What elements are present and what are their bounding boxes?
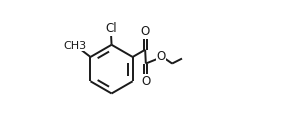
Text: CH3: CH3 — [63, 41, 86, 51]
Text: O: O — [141, 25, 150, 38]
Text: O: O — [141, 75, 150, 88]
Text: Cl: Cl — [105, 22, 117, 35]
Text: O: O — [156, 50, 166, 63]
